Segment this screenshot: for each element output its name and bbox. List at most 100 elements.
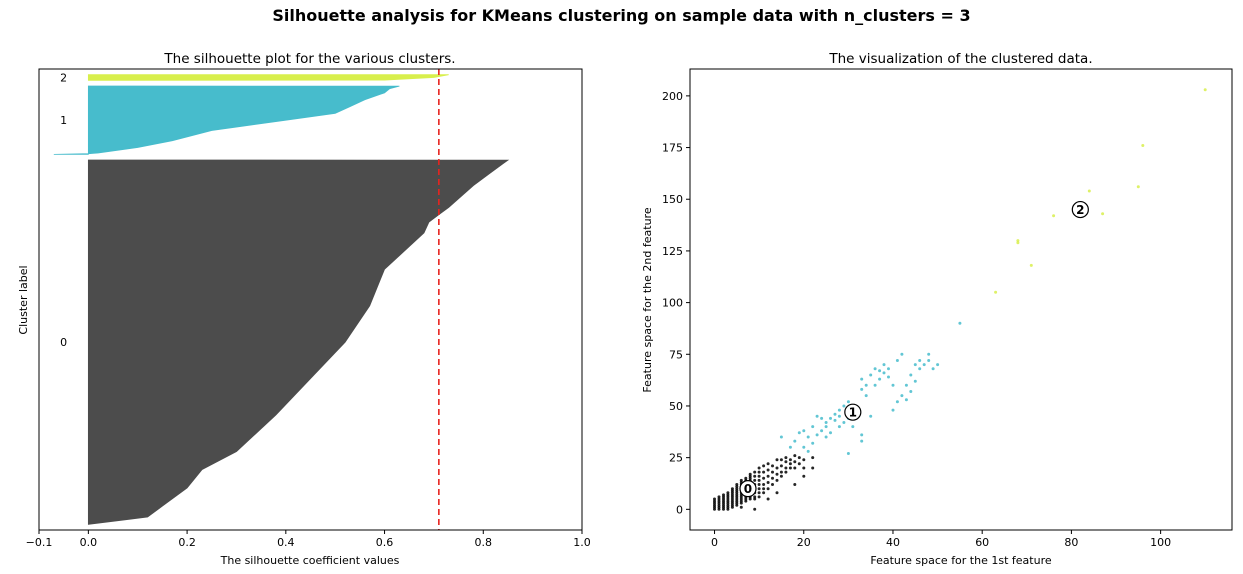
scatter-x-axis-label: Feature space for the 1st feature <box>870 554 1051 567</box>
cluster-1-point <box>829 431 832 435</box>
cluster-0-point <box>797 462 801 466</box>
cluster-1-point <box>860 377 864 381</box>
cluster-0-point <box>726 499 730 503</box>
scatter-y-ticks: 0 25 50 75 100 125 150 175 200 <box>662 90 690 516</box>
cluster-1-point <box>860 387 864 391</box>
cluster-0-point <box>784 470 788 474</box>
cluster-0-point <box>784 456 788 460</box>
silhouette-x-tick-label: 0.2 <box>178 536 196 549</box>
cluster-1-point <box>909 373 913 377</box>
cluster-0-point <box>739 499 743 503</box>
cluster-0-point <box>757 478 761 482</box>
cluster-0-point <box>730 505 734 509</box>
silhouette-x-tick-label: −0.1 <box>26 536 53 549</box>
cluster-0-point <box>730 491 734 495</box>
cluster-scatter-plot: The visualization of the clustered data.… <box>641 51 1233 567</box>
cluster-1-point <box>927 359 931 362</box>
cluster-0-point <box>726 493 730 497</box>
cluster-0-point <box>730 493 734 497</box>
cluster-1-point <box>779 435 783 439</box>
cluster-1-point <box>842 404 846 408</box>
cluster-0-point <box>717 497 721 501</box>
silhouette-plot-frame <box>38 68 583 531</box>
cluster-0-point <box>722 499 725 503</box>
cluster-1-point <box>806 435 810 439</box>
cluster-0-point <box>784 460 788 464</box>
cluster-0-point <box>713 503 716 507</box>
cluster-label-1: 1 <box>60 114 67 127</box>
cluster-1-point <box>811 425 815 429</box>
cluster-1-point <box>837 408 841 412</box>
cluster-1-point <box>931 367 935 371</box>
silhouette-x-ticks: −0.1 0.0 0.2 0.4 0.6 0.8 1.0 <box>26 530 591 549</box>
cluster-0-point <box>730 487 734 491</box>
cluster-1-point <box>829 416 832 420</box>
cluster-1-point <box>797 431 801 435</box>
silhouette-plot-title: The silhouette plot for the various clus… <box>163 51 455 67</box>
scatter-y-axis-label: Feature space for the 2nd feature <box>641 207 654 392</box>
cluster-1-point <box>820 429 824 433</box>
cluster-2-point <box>1029 263 1033 267</box>
cluster-0-point <box>757 487 761 491</box>
cluster-0-point <box>762 483 766 486</box>
cluster-1-point <box>927 352 931 356</box>
cluster-1-point <box>837 414 841 418</box>
cluster-center-0-label: 0 <box>744 482 752 496</box>
cluster-2-point <box>1101 212 1105 216</box>
scatter-y-tick-label: 25 <box>669 452 683 465</box>
cluster-1-point <box>815 433 819 437</box>
cluster-0-point <box>766 462 770 466</box>
cluster-center-2-label: 2 <box>1076 203 1084 217</box>
cluster-0-point <box>797 456 801 460</box>
cluster-1-point <box>958 321 962 325</box>
cluster-0-point <box>730 503 734 507</box>
cluster-1-point <box>887 367 890 371</box>
cluster-0-point <box>802 458 806 462</box>
cluster-1-point <box>904 383 908 387</box>
cluster-0-point <box>713 497 716 501</box>
cluster-0-point <box>811 466 815 470</box>
cluster-0-point <box>753 478 757 482</box>
cluster-0-point <box>766 468 770 472</box>
cluster-0-point <box>766 497 770 501</box>
cluster-2-point <box>1136 185 1140 189</box>
cluster-0-point <box>735 493 739 497</box>
cluster-1-point <box>909 390 913 393</box>
silhouette-x-axis-label: The silhouette coefficient values <box>220 554 400 567</box>
cluster-0-point <box>811 456 815 460</box>
silhouette-x-tick-label: 0.0 <box>80 536 98 549</box>
cluster-0-point <box>771 464 774 468</box>
cluster-1-point <box>806 449 810 453</box>
cluster-0-point <box>793 483 797 486</box>
cluster-0-point <box>775 466 779 470</box>
cluster-0-point <box>735 497 739 501</box>
cluster-0-point <box>735 499 739 503</box>
cluster-0-point <box>744 499 748 503</box>
cluster-0-point <box>735 487 739 491</box>
cluster-0-point <box>730 497 734 501</box>
scatter-x-ticks: 0 20 40 60 80 100 <box>711 530 1171 549</box>
scatter-y-tick-label: 0 <box>676 503 683 516</box>
cluster-0-point <box>748 472 752 476</box>
cluster-0-point <box>775 458 779 462</box>
cluster-1-point <box>793 439 797 443</box>
cluster-0-point <box>793 460 797 464</box>
cluster-0-point <box>722 493 725 497</box>
cluster-0-point <box>766 474 770 478</box>
cluster-1-point <box>802 445 806 449</box>
cluster-0-point <box>735 483 739 486</box>
cluster-1-point <box>811 441 815 445</box>
cluster-1-point <box>904 398 908 402</box>
cluster-0-point <box>744 476 748 480</box>
cluster-1-point <box>864 394 868 398</box>
cluster-0-point <box>771 470 774 474</box>
silhouette-x-tick-label: 0.8 <box>475 536 493 549</box>
silhouette-cluster-1-fill <box>53 85 400 155</box>
silhouette-marks <box>53 69 510 530</box>
cluster-0-point <box>739 478 743 482</box>
cluster-2-point <box>994 290 998 294</box>
cluster-1-point <box>824 425 828 429</box>
silhouette-cluster-2-fill <box>87 74 449 81</box>
cluster-0-point <box>784 466 788 470</box>
cluster-1-point <box>873 367 877 371</box>
